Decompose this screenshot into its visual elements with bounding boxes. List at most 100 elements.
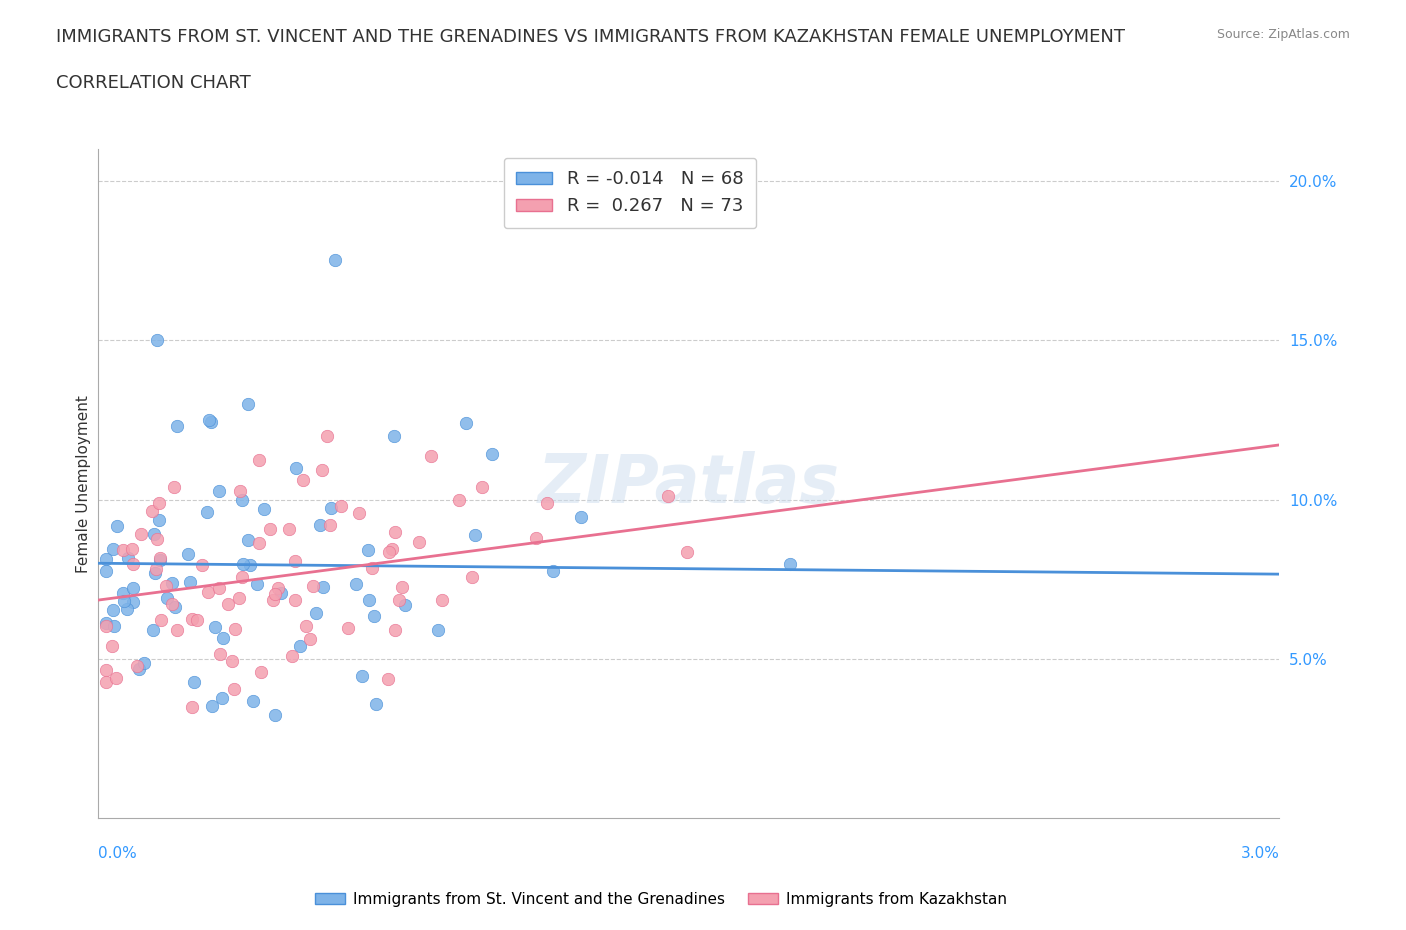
Point (294, 618, 316, 633)
Text: CORRELATION CHART: CORRELATION CHART (56, 74, 252, 92)
Text: ZIPatlas: ZIPatlas (538, 451, 839, 516)
Point (302, 578, 325, 593)
Point (149, 551, 172, 565)
Point (377, 671, 399, 686)
Point (454, 416, 477, 431)
Point (208, 484, 231, 498)
Point (378, 545, 401, 560)
Point (381, 542, 404, 557)
Point (186, 613, 208, 628)
Point (245, 577, 267, 591)
Point (156, 591, 179, 605)
Point (388, 592, 411, 607)
Point (308, 518, 330, 533)
Point (315, 429, 337, 444)
Point (115, 602, 138, 617)
Point (166, 418, 188, 433)
Point (148, 513, 170, 528)
Point (311, 462, 333, 477)
Point (281, 648, 304, 663)
Point (264, 587, 287, 602)
Point (461, 570, 484, 585)
Point (323, 253, 346, 268)
Point (524, 530, 547, 545)
Point (312, 579, 335, 594)
Point (150, 613, 173, 628)
Point (657, 489, 679, 504)
Point (278, 522, 301, 537)
Point (288, 639, 311, 654)
Point (464, 527, 486, 542)
Point (204, 619, 226, 634)
Point (676, 545, 699, 560)
Point (536, 496, 558, 511)
Point (231, 569, 253, 584)
Point (349, 505, 371, 520)
Point (103, 602, 125, 617)
Point (121, 542, 143, 557)
Point (141, 503, 163, 518)
Point (284, 553, 307, 568)
Point (262, 592, 284, 607)
Point (96, 564, 118, 578)
Point (112, 593, 135, 608)
Legend: R = -0.014   N = 68, R =  0.267   N = 73: R = -0.014 N = 68, R = 0.267 N = 73 (503, 158, 756, 228)
Point (319, 500, 342, 515)
Point (363, 609, 385, 624)
Point (127, 658, 149, 673)
Point (221, 654, 243, 669)
Text: IMMIGRANTS FROM ST. VINCENT AND THE GRENADINES VS IMMIGRANTS FROM KAZAKHSTAN FEM: IMMIGRANTS FROM ST. VINCENT AND THE GREN… (56, 28, 1125, 46)
Point (357, 542, 380, 557)
Point (103, 618, 125, 633)
Legend: Immigrants from St. Vincent and the Grenadines, Immigrants from Kazakhstan: Immigrants from St. Vincent and the Gren… (308, 886, 1014, 913)
Point (217, 596, 239, 611)
Point (384, 622, 406, 637)
Point (146, 532, 169, 547)
Point (298, 631, 321, 646)
Point (132, 656, 155, 671)
Point (366, 697, 388, 711)
Point (382, 429, 405, 444)
Point (247, 453, 270, 468)
Point (224, 621, 246, 636)
Point (201, 698, 224, 713)
Point (195, 505, 218, 520)
Point (96, 663, 118, 678)
Point (183, 675, 205, 690)
Point (284, 460, 307, 475)
Point (394, 598, 416, 613)
Point (420, 448, 443, 463)
Point (384, 525, 406, 539)
Point (96, 616, 118, 631)
Point (101, 639, 124, 654)
Point (122, 580, 145, 595)
Point (197, 412, 219, 427)
Point (242, 694, 264, 709)
Point (212, 631, 235, 645)
Point (129, 526, 152, 541)
Point (111, 543, 134, 558)
Point (361, 561, 384, 576)
Text: 3.0%: 3.0% (1240, 846, 1279, 861)
Point (104, 671, 127, 685)
Point (179, 575, 201, 590)
Point (160, 576, 183, 591)
Point (208, 580, 231, 595)
Point (264, 708, 287, 723)
Point (236, 396, 259, 411)
Point (292, 473, 315, 488)
Point (471, 480, 494, 495)
Point (96, 675, 118, 690)
Point (432, 592, 454, 607)
Point (408, 534, 430, 549)
Point (149, 552, 172, 567)
Point (426, 623, 449, 638)
Point (569, 510, 592, 525)
Point (319, 517, 342, 532)
Y-axis label: Female Unemployment: Female Unemployment (76, 394, 91, 573)
Point (155, 578, 177, 593)
Point (337, 620, 360, 635)
Point (142, 622, 165, 637)
Point (352, 669, 374, 684)
Point (111, 586, 134, 601)
